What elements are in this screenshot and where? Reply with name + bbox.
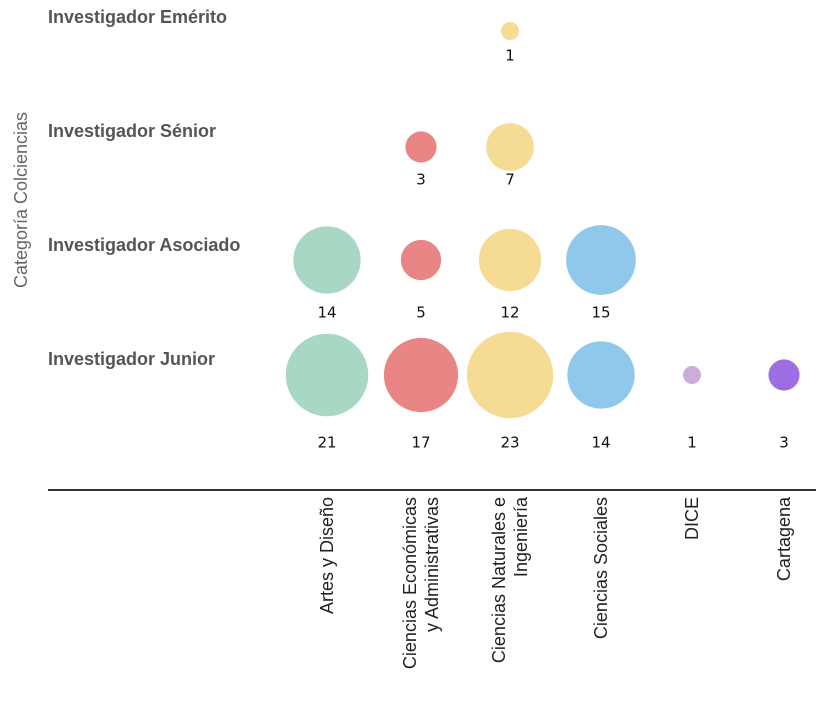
- value-label: 14: [317, 304, 336, 322]
- x-tick-label: Ciencias Sociales: [591, 497, 611, 640]
- bubble: [400, 239, 442, 281]
- value-label: 3: [416, 171, 426, 189]
- y-axis-title: Categoría Colciencias: [11, 112, 31, 288]
- value-label: 3: [779, 434, 789, 452]
- x-tick-label: Cartagena: [774, 497, 794, 582]
- row-label: Investigador Sénior: [48, 121, 216, 141]
- bubble: [501, 22, 519, 40]
- x-tick-label: Ciencias Económicas y Administrativas: [400, 497, 442, 670]
- bubble: [383, 337, 459, 413]
- bubble: [768, 359, 800, 391]
- value-label: 15: [591, 304, 610, 322]
- value-label: 1: [505, 47, 515, 65]
- value-label: 7: [505, 171, 515, 189]
- bubble: [285, 333, 369, 417]
- value-label: 14: [591, 434, 610, 452]
- row-label: Investigador Emérito: [48, 7, 227, 27]
- bubble: [567, 341, 635, 409]
- x-tick-label: Ciencias Naturales e Ingeniería: [489, 497, 531, 664]
- x-tick-label: Artes y Diseño: [317, 497, 337, 615]
- bubble: [478, 228, 542, 292]
- value-label: 1: [687, 434, 697, 452]
- x-tick-label: DICE: [682, 497, 702, 541]
- value-label: 12: [500, 304, 519, 322]
- bubble: [466, 331, 554, 419]
- value-label: 21: [317, 434, 336, 452]
- value-label: 5: [416, 304, 426, 322]
- row-label: Investigador Asociado: [48, 235, 240, 255]
- value-label: 23: [500, 434, 519, 452]
- bubble: [293, 226, 361, 294]
- value-label: 17: [411, 434, 430, 452]
- bubble: [405, 131, 437, 163]
- bubble: [566, 225, 636, 295]
- bubble: [683, 366, 701, 384]
- bubble: [486, 123, 534, 171]
- row-label: Investigador Junior: [48, 349, 215, 369]
